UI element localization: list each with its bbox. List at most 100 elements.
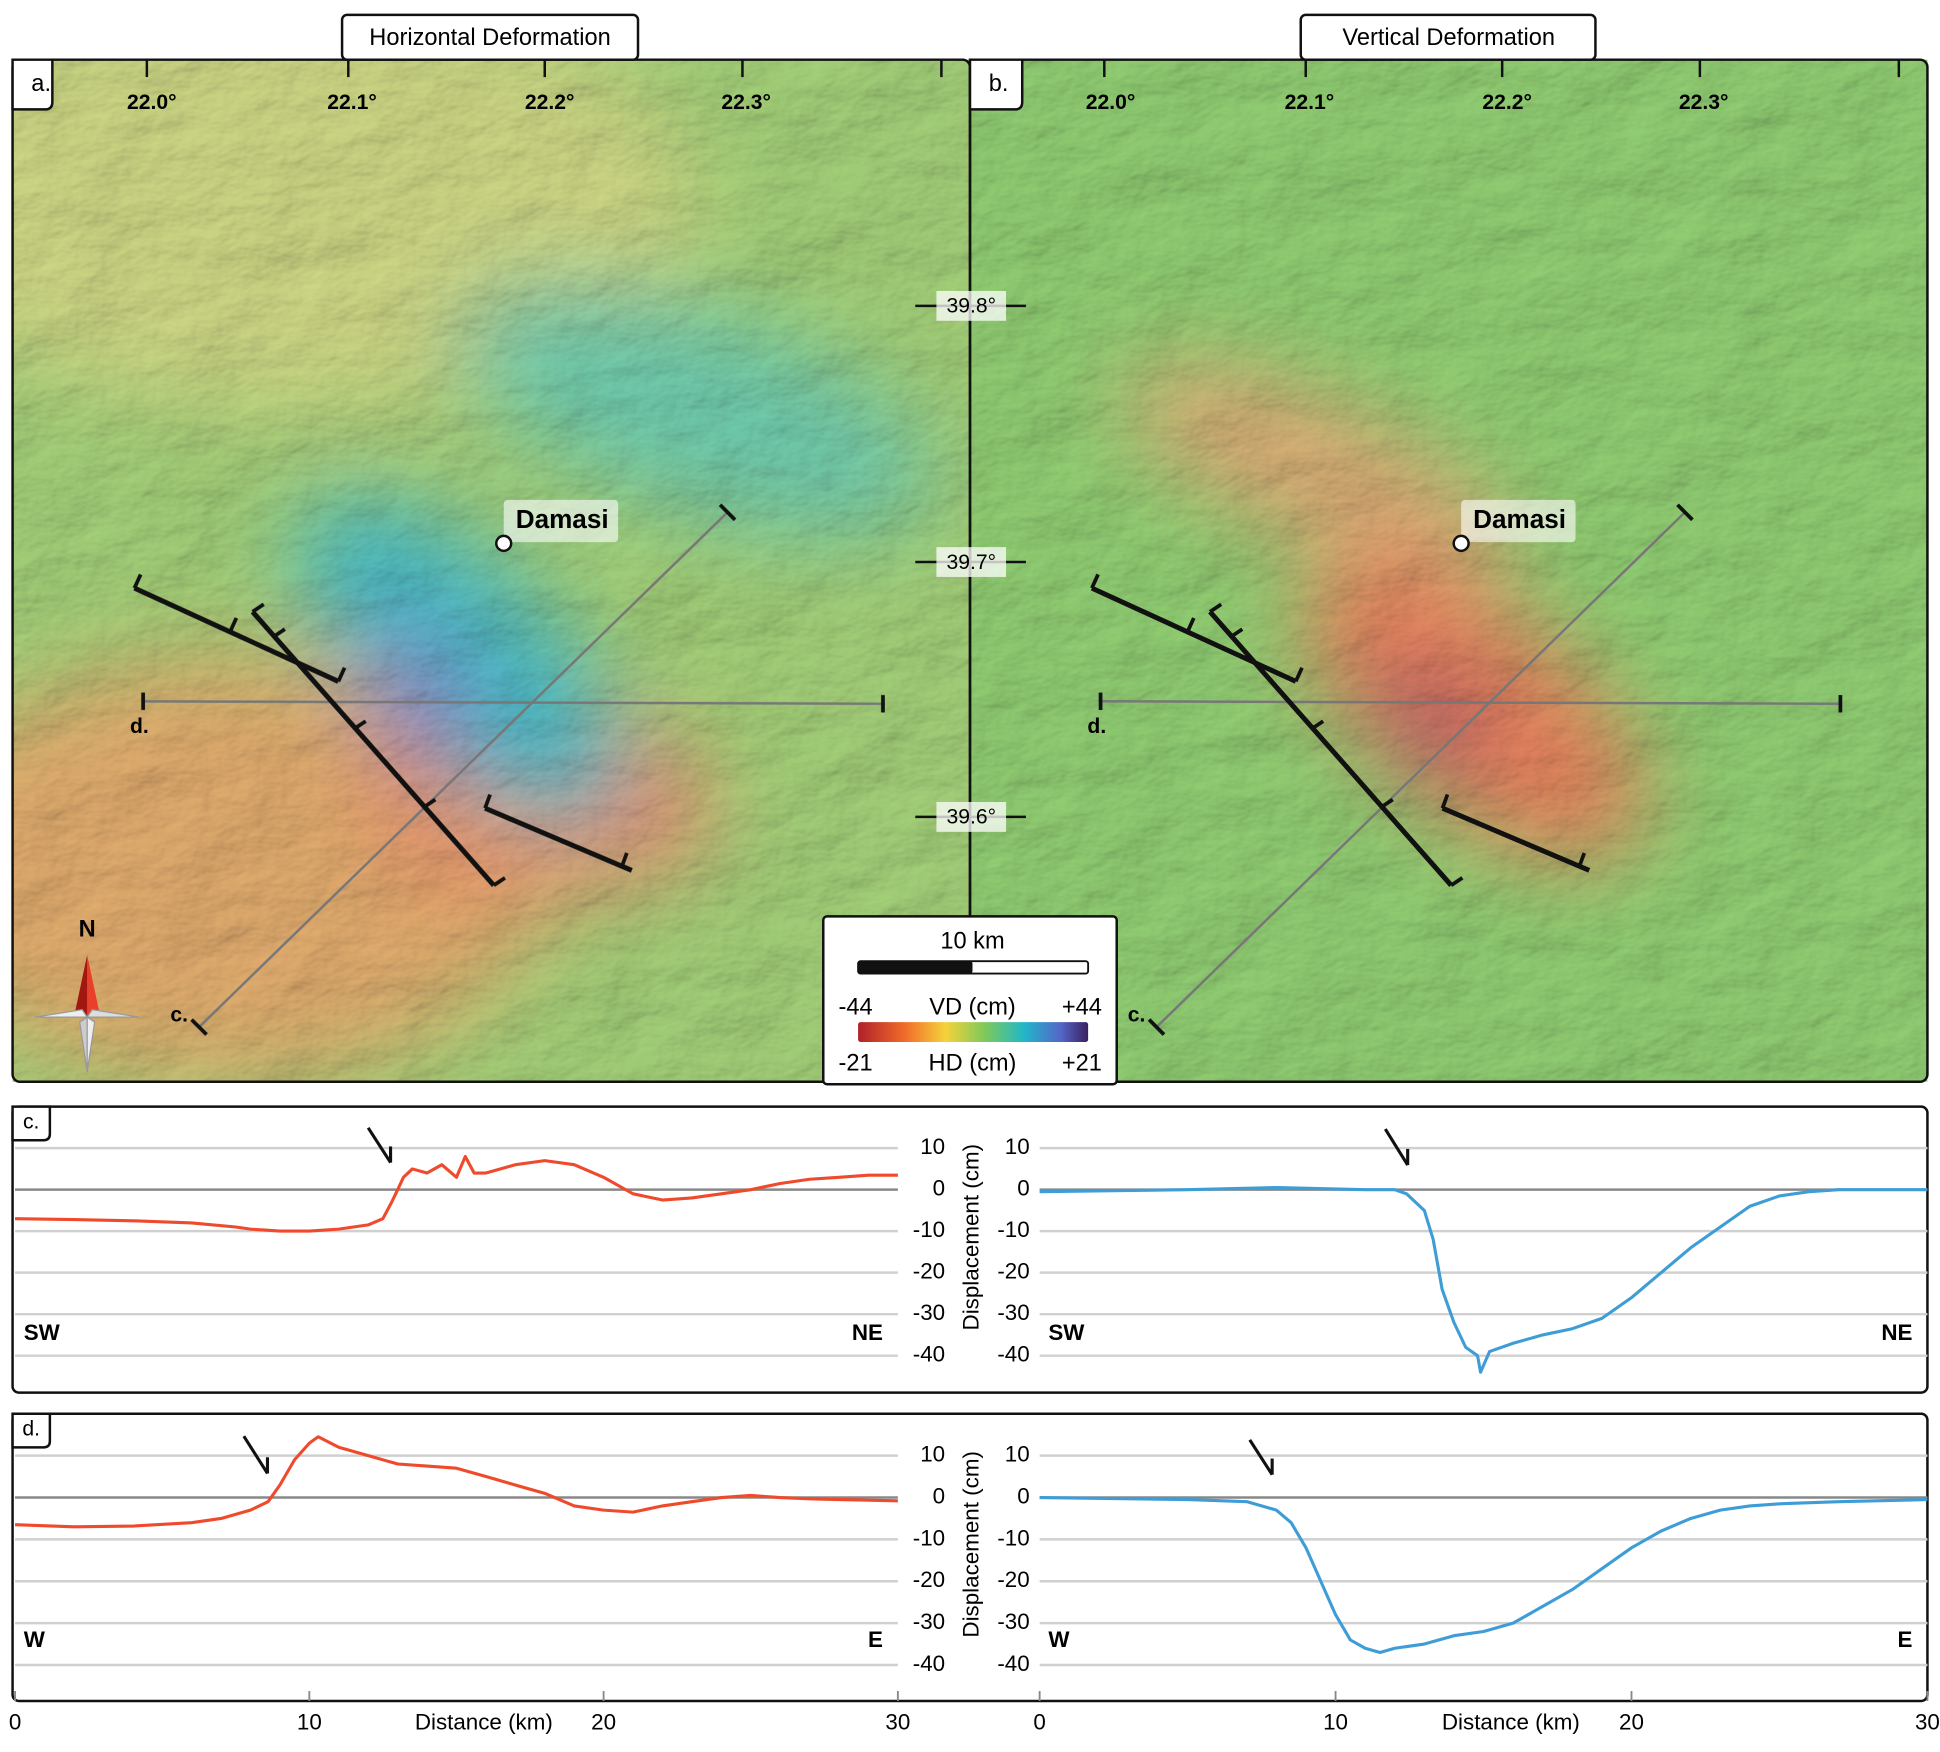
lat-box [936, 290, 1007, 321]
town-box [503, 499, 619, 543]
x-tick-label: 20 [591, 1709, 616, 1734]
north-label: N [79, 916, 96, 942]
panel-title: Horizontal Deformation [369, 25, 610, 51]
lat-box [936, 802, 1007, 832]
legend-text: +44 [1062, 995, 1102, 1021]
panel-label: a. [31, 71, 51, 97]
town-marker [495, 534, 513, 553]
y-tick-label: -20 [913, 1567, 945, 1592]
label-box [11, 1412, 52, 1449]
y-axis-label: Displacement (cm) [958, 1451, 983, 1638]
panel-label: d. [22, 1418, 40, 1441]
x-tick-label: 30 [885, 1709, 910, 1734]
town-label: Damasi [1473, 504, 1566, 534]
side-label: NE [852, 1320, 883, 1345]
y-tick-label: 10 [920, 1442, 945, 1467]
lon-label: 22.3° [1679, 91, 1729, 114]
side-label: SW [24, 1320, 61, 1345]
profile-label: d. [1087, 715, 1106, 738]
side-label: E [1898, 1627, 1913, 1652]
panel-label: b. [989, 71, 1009, 97]
profile-frame [11, 1412, 1929, 1703]
profile-line [15, 1154, 898, 1233]
town-box [1461, 499, 1576, 543]
legend-text: HD (cm) [929, 1051, 1017, 1077]
y-tick-label: -20 [997, 1567, 1029, 1592]
label-box [11, 1105, 52, 1142]
y-tick-label: -40 [997, 1651, 1029, 1676]
side-label: SW [1048, 1320, 1085, 1345]
lon-label: 22.0° [1086, 91, 1136, 114]
lon-label: 22.3° [721, 91, 771, 114]
profile-label: c. [170, 1003, 188, 1026]
y-tick-label: 10 [1005, 1442, 1030, 1467]
x-axis-label: Distance (km) [415, 1709, 553, 1734]
town-label: Damasi [516, 504, 609, 534]
lon-label: 22.2° [1482, 91, 1532, 114]
map-a [12, 59, 970, 1082]
y-tick-label: 0 [933, 1176, 945, 1201]
lat-label: 39.8° [946, 295, 996, 318]
profile-line [1039, 1496, 1928, 1655]
scale-label: 10 km [940, 929, 1004, 955]
town-marker [1452, 534, 1470, 553]
y-tick-label: -30 [913, 1609, 945, 1634]
label-box [968, 58, 1024, 111]
x-tick-label: 30 [1915, 1709, 1940, 1734]
y-tick-label: 0 [933, 1483, 945, 1508]
y-tick-label: -20 [997, 1259, 1029, 1284]
compass [34, 954, 140, 1072]
y-tick-label: 0 [1017, 1483, 1029, 1508]
profile-line [15, 1435, 898, 1529]
profile-label: c. [1128, 1003, 1146, 1026]
profile-line [1039, 1186, 1928, 1374]
legend-text: VD (cm) [929, 995, 1016, 1021]
y-tick-label: -30 [997, 1300, 1029, 1325]
y-tick-label: 10 [920, 1134, 945, 1159]
lon-label: 22.0° [127, 91, 177, 114]
x-tick-label: 10 [1323, 1709, 1348, 1734]
y-tick-label: -40 [913, 1342, 945, 1367]
x-tick-label: 0 [1033, 1709, 1045, 1734]
legend-text: +21 [1062, 1051, 1102, 1077]
lat-label: 39.6° [946, 806, 996, 829]
lon-label: 22.1° [327, 91, 377, 114]
side-label: W [24, 1627, 46, 1652]
y-tick-label: 10 [1005, 1134, 1030, 1159]
side-label: W [1048, 1627, 1070, 1652]
side-label: NE [1881, 1320, 1912, 1345]
y-tick-label: -30 [913, 1300, 945, 1325]
x-tick-label: 10 [297, 1709, 322, 1734]
y-axis-label: Displacement (cm) [958, 1144, 983, 1330]
title-box [1299, 13, 1597, 61]
legend [822, 915, 1118, 1086]
lat-box [936, 547, 1007, 577]
x-tick-label: 20 [1619, 1709, 1644, 1734]
lat-label: 39.7° [946, 551, 996, 574]
y-tick-label: -20 [913, 1259, 945, 1284]
colorbar [858, 1022, 1089, 1042]
panel-title: Vertical Deformation [1342, 25, 1555, 51]
fault-arrows [242, 1126, 1410, 1476]
map-b [970, 59, 1928, 1082]
y-tick-label: -10 [913, 1217, 945, 1242]
lon-label: 22.1° [1285, 91, 1335, 114]
title-box [340, 13, 640, 61]
profile-frame [11, 1105, 1929, 1394]
lon-label: 22.2° [525, 91, 575, 114]
y-tick-label: 0 [1017, 1176, 1029, 1201]
y-tick-label: -40 [913, 1651, 945, 1676]
label-box [11, 58, 54, 111]
x-axis-label: Distance (km) [1442, 1709, 1580, 1734]
lon-ticks [145, 59, 1901, 78]
y-tick-label: -40 [997, 1342, 1029, 1367]
legend-text: -21 [839, 1051, 873, 1077]
y-tick-label: -10 [997, 1217, 1029, 1242]
y-tick-label: -10 [913, 1525, 945, 1550]
scale-bar [858, 961, 973, 974]
side-label: E [868, 1627, 883, 1652]
profile-label: d. [130, 715, 149, 738]
y-tick-label: -30 [997, 1609, 1029, 1634]
x-tick-label: 0 [9, 1709, 21, 1734]
